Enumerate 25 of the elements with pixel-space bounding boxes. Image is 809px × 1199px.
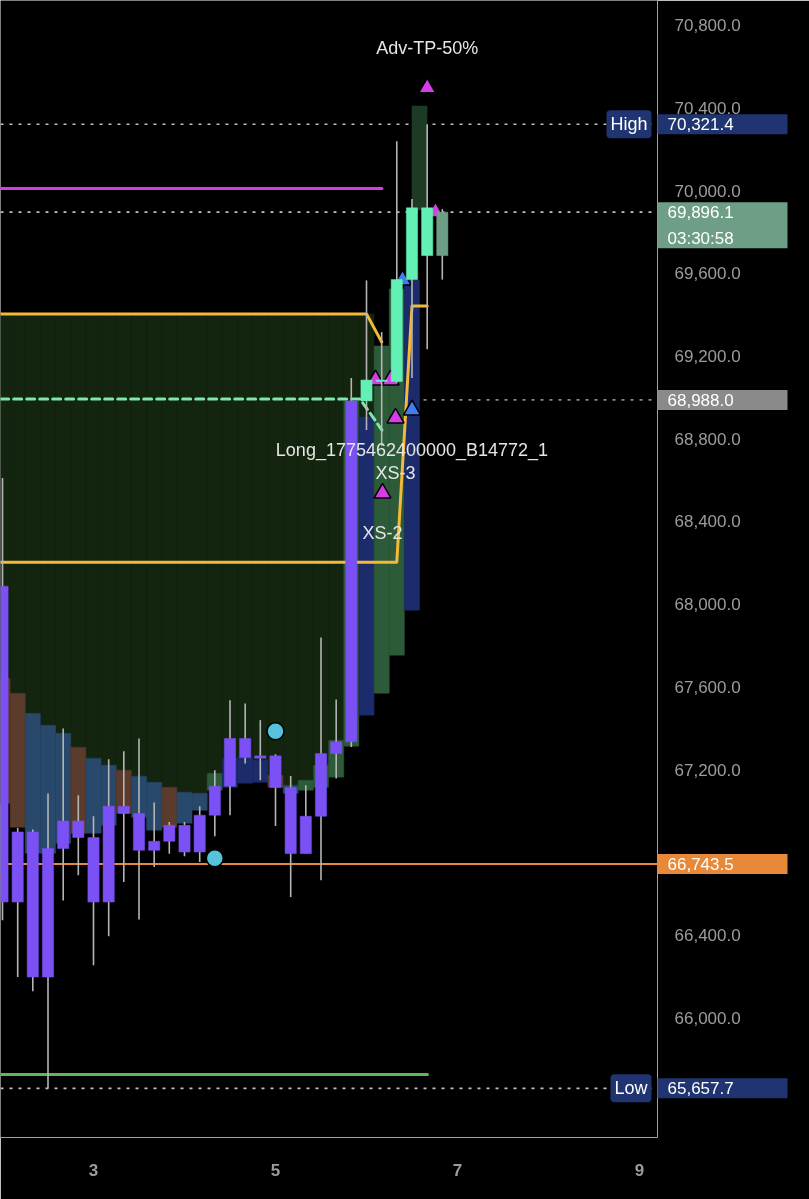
text: 03:30:58 — [667, 228, 734, 248]
y-tick-label: 68,000.0 — [674, 595, 741, 615]
ref-line-label: 68,988.0 — [667, 390, 734, 410]
ref-line-label: 65,657.7 — [667, 1079, 734, 1099]
annotation: Low — [614, 1078, 649, 1099]
y-tick-label: 67,200.0 — [674, 760, 741, 780]
y-tick-label: 70,400.0 — [674, 99, 741, 118]
y-tick-label: 66,400.0 — [674, 925, 741, 945]
y-tick-label: 67,600.0 — [674, 677, 741, 697]
annotation: Adv-TP-50% — [376, 37, 479, 58]
ref-line-label: 70,321.4 — [667, 115, 734, 135]
x-tick-label: 7 — [452, 1160, 463, 1180]
y-tick-label: 69,600.0 — [674, 264, 741, 284]
y-tick-label: 69,200.0 — [674, 347, 741, 367]
y-tick-label: 68,400.0 — [674, 512, 741, 532]
y-tick-label: 70,800.0 — [674, 16, 741, 36]
y-tick-label: 66,000.0 — [674, 1008, 741, 1028]
x-tick-label: 5 — [270, 1160, 281, 1180]
y-tick-label: 68,800.0 — [674, 429, 741, 449]
ref-line-label: 66,743.5 — [667, 854, 734, 874]
x-tick-label: 9 — [634, 1160, 645, 1180]
y-tick-label: 70,000.0 — [674, 181, 741, 201]
ref-line-label: 69,896.1 — [667, 203, 734, 223]
x-tick-label: 3 — [88, 1160, 99, 1180]
annotation: High — [610, 114, 648, 135]
